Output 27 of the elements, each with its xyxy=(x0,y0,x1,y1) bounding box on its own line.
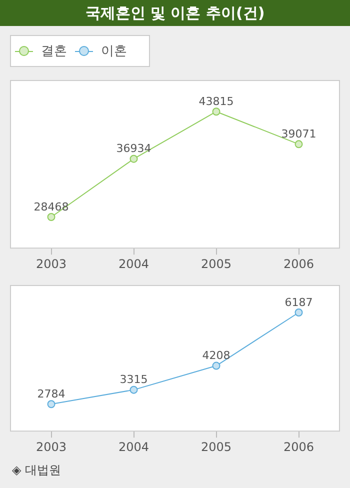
data-label: 43815 xyxy=(198,94,234,108)
data-label: 36934 xyxy=(116,142,152,156)
point xyxy=(294,140,303,148)
data-label: 4208 xyxy=(202,349,230,362)
x-tick-label: 2005 xyxy=(200,256,232,271)
point xyxy=(47,212,56,221)
legend-label: 이혼 xyxy=(101,43,127,60)
point xyxy=(294,308,303,316)
data-label: 3315 xyxy=(120,373,148,386)
x-tick-label: 2005 xyxy=(200,440,232,454)
x-tick-label: 2004 xyxy=(118,256,150,271)
point xyxy=(130,154,138,163)
point xyxy=(212,362,220,370)
legend-label: 결혼 xyxy=(41,43,67,60)
x-tick-label: 2003 xyxy=(36,256,67,271)
point xyxy=(47,400,56,408)
data-label: 2784 xyxy=(37,387,66,400)
x-tick-label: 2004 xyxy=(118,440,150,454)
chart-title: 국제혼인 및 이혼 추이(건) xyxy=(0,0,350,26)
data-label: 39071 xyxy=(281,128,316,141)
x-tick-label: 2006 xyxy=(283,256,314,271)
point xyxy=(212,108,220,116)
x-tick-label: 2006 xyxy=(283,440,314,454)
data-label: 6187 xyxy=(284,296,313,309)
x-tick-label: 2003 xyxy=(36,440,67,454)
point xyxy=(130,386,138,394)
text: ◈ 대법원 xyxy=(12,462,62,479)
